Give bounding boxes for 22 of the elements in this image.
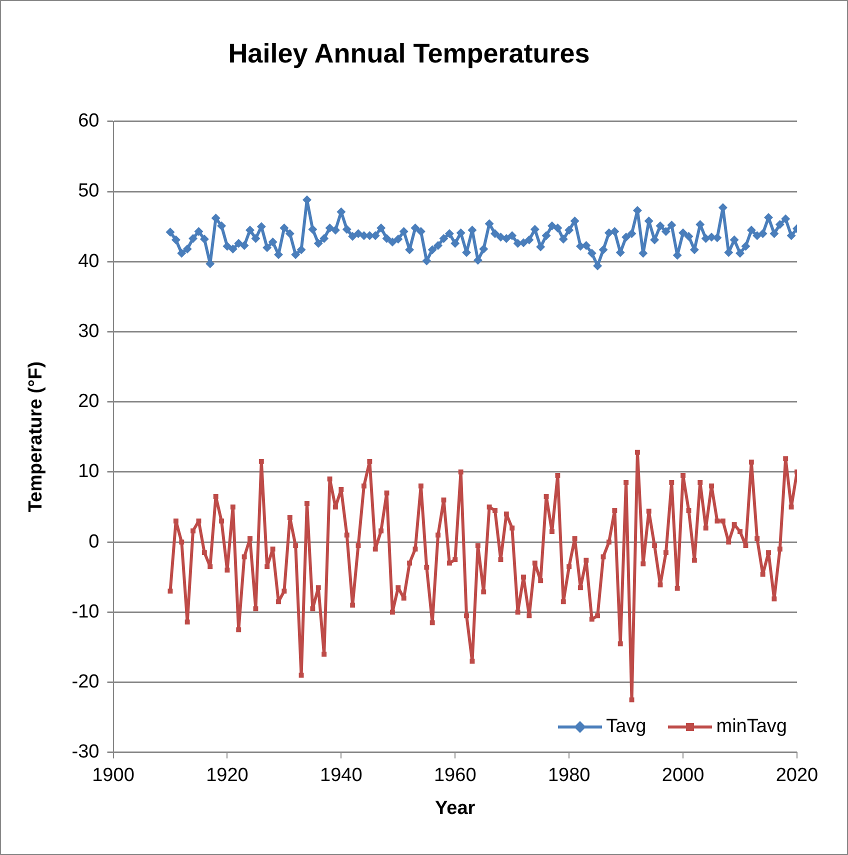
legend-label: minTavg — [716, 716, 787, 738]
x-tick-label: 1980 — [548, 765, 590, 786]
x-tick-label: 1920 — [206, 765, 248, 786]
x-tick-label: 2000 — [662, 765, 704, 786]
y-tick-label: 50 — [78, 180, 100, 202]
y-tick-label: 30 — [78, 320, 100, 342]
x-tick-label: 1960 — [434, 765, 476, 786]
y-tick-label: 0 — [88, 531, 100, 552]
y-tick-label: -10 — [72, 601, 100, 622]
x-axis-title: Year — [435, 798, 476, 819]
y-tick-label: 20 — [78, 391, 100, 412]
y-tick-label: -20 — [72, 672, 100, 693]
chart-title: Hailey Annual Temperatures — [228, 38, 590, 69]
x-tick-label: 2020 — [776, 765, 818, 786]
y-tick-label: 40 — [78, 250, 100, 272]
y-axis-title: Temperature (°F) — [26, 361, 47, 512]
y-tick-label: 60 — [78, 110, 100, 132]
y-tick-label: -30 — [72, 742, 100, 763]
legend-label: Tavg — [606, 716, 646, 738]
x-tick-label: 1940 — [320, 765, 362, 786]
x-tick-label: 1900 — [92, 765, 134, 786]
y-tick-label: 10 — [78, 461, 100, 482]
